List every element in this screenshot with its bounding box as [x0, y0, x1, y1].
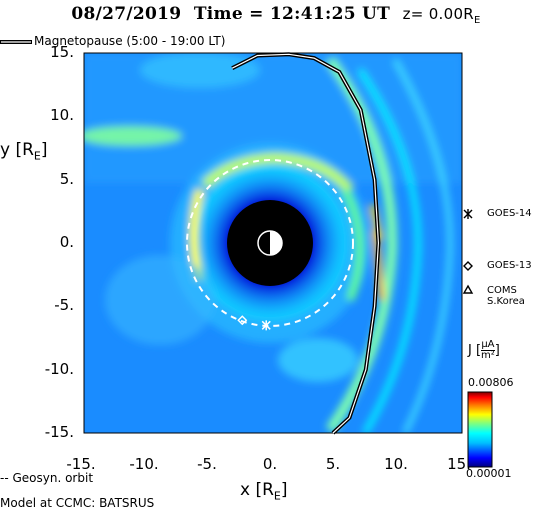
geosyn-orbit — [186, 159, 354, 327]
model-credit-label: Model at CCMC: BATSRUS — [0, 496, 155, 510]
y-tick-label: -15. — [44, 423, 74, 441]
magnetopause-core — [231, 53, 380, 434]
goes13-marker — [237, 315, 248, 326]
y-tick-label: 5. — [59, 169, 74, 188]
x-tick-label: -5. — [197, 455, 217, 473]
goes13-label: GOES-13 — [487, 260, 532, 271]
x-tick-label: 15. — [447, 455, 471, 473]
y-tick-label: -10. — [44, 359, 74, 378]
colorbar-min-label: 0.00001 — [466, 467, 512, 480]
x-axis-label: x [RE] — [240, 480, 288, 503]
coms-legend-icon — [462, 284, 474, 294]
colorbar — [467, 391, 493, 468]
x-tick-label: 0. — [262, 455, 278, 473]
x-tick-label: -15. — [66, 455, 96, 473]
colorbar-quantity-label: J [μA m²] — [468, 339, 500, 361]
y-tick-label: 10. — [50, 106, 74, 125]
colorbar-max-label: 0.00806 — [468, 376, 514, 389]
chart-title: 08/27/2019 Time = 12:41:25 UT z= 0.00RE — [0, 4, 552, 26]
goes14-legend-icon — [463, 209, 473, 219]
title-date: 08/27/2019 — [71, 4, 182, 24]
y-tick-label: 15. — [50, 42, 74, 61]
satellite-markers — [237, 315, 271, 331]
heatmap-field — [84, 53, 462, 433]
magnetopause-line — [231, 52, 381, 435]
title-z: z= 0.00RE — [402, 5, 481, 26]
title-time: Time = 12:41:25 UT — [193, 4, 391, 24]
magnetopause-legend-label: Magnetopause (5:00 - 19:00 LT) — [34, 34, 226, 48]
goes14-label: GOES-14 — [487, 208, 532, 219]
earth-dayside — [270, 231, 282, 255]
y-axis-label: y [RE] — [0, 140, 48, 163]
y-tick-label: -5. — [54, 296, 74, 315]
x-tick-label: 10. — [384, 455, 408, 473]
x-tick-label: -10. — [129, 455, 159, 473]
goes13-legend-icon — [463, 261, 473, 271]
coms-label: COMS S.Korea — [487, 285, 525, 307]
geosyn-legend-label: -- Geosyn. orbit — [0, 471, 94, 485]
goes14-marker — [261, 320, 271, 331]
x-tick-label: 5. — [325, 455, 341, 473]
y-tick-label: 0. — [59, 233, 74, 251]
